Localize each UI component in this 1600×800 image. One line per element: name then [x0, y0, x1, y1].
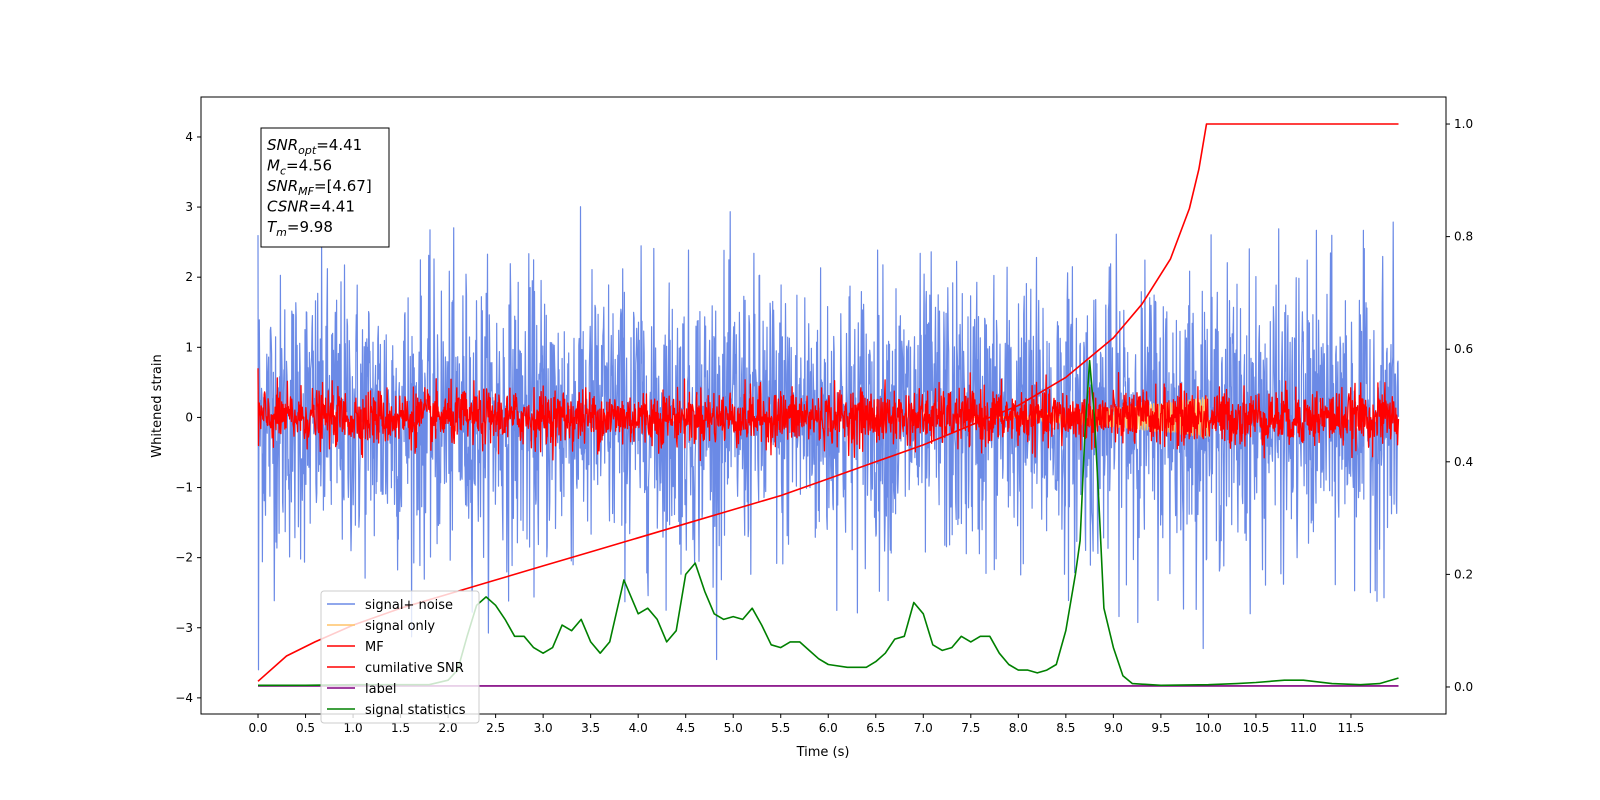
x-tick-label: 8.0 [1009, 721, 1028, 735]
x-tick-label: 9.0 [1104, 721, 1123, 735]
x-tick-label: 0.0 [248, 721, 267, 735]
axes-frame [200, 96, 1447, 715]
x-axis: 0.0 0.5 1.0 1.5 2.0 2.5 3.0 3.5 4.0 4.5 5.0 5.5 6.0 6… [248, 714, 1364, 735]
x-tick-label: 3.0 [534, 721, 553, 735]
x-tick-label: 7.5 [961, 721, 980, 735]
x-tick-label: 7.0 [914, 721, 933, 735]
x-tick-label: 1.5 [391, 721, 410, 735]
x-tick-label: 8.5 [1056, 721, 1075, 735]
annotation-line: SNRMF=[4.67] [267, 177, 372, 198]
x-tick-label: 4.0 [629, 721, 648, 735]
y2-tick-label: 0.6 [1454, 342, 1473, 356]
series-signal-statistics [258, 359, 1399, 687]
legend-label: MF [365, 640, 384, 655]
x-tick-label: 9.5 [1151, 721, 1170, 735]
annotation-line: CSNR=4.41 [267, 198, 355, 216]
y2-tick-label: 0.8 [1454, 230, 1473, 244]
y-tick-label: −4 [175, 691, 193, 705]
annotation-frame [260, 127, 390, 248]
y-tick-label: 3 [185, 200, 193, 214]
annotation-line: Mc=4.56 [267, 157, 332, 178]
x-tick-label: 6.5 [866, 721, 885, 735]
annotation-line: Tm=9.98 [267, 218, 333, 239]
y2-tick-label: 0.4 [1454, 455, 1473, 469]
legend-label: signal only [365, 619, 435, 634]
x-tick-label: 2.5 [486, 721, 505, 735]
y-tick-label: 1 [185, 340, 193, 354]
x-tick-label: 11.5 [1338, 721, 1365, 735]
x-tick-label: 1.0 [344, 721, 363, 735]
x-tick-label: 5.0 [724, 721, 743, 735]
x-tick-label: 6.0 [819, 721, 838, 735]
y-tick-label: −2 [175, 551, 193, 565]
x-tick-label: 4.5 [676, 721, 695, 735]
y2-tick-label: 0.0 [1454, 680, 1473, 694]
y-axis-right: 0.0 0.2 0.4 0.6 0.8 1.0 [1446, 117, 1473, 694]
y2-tick-label: 1.0 [1454, 117, 1473, 131]
y-tick-label: −3 [175, 621, 193, 635]
y-axis-left: −4 −3 −2 −1 0 1 2 3 4 [175, 130, 201, 705]
legend-frame [320, 590, 480, 724]
annotation-line: SNRopt=4.41 [267, 136, 362, 157]
x-tick-label: 11.0 [1290, 721, 1317, 735]
x-tick-label: 10.0 [1195, 721, 1222, 735]
x-tick-label: 5.5 [771, 721, 790, 735]
x-tick-label: 3.5 [581, 721, 600, 735]
x-axis-label: Time (s) [796, 745, 850, 760]
legend: signal+ noise signal only MF cumilative SNR… [320, 590, 480, 724]
x-tick-label: 2.0 [439, 721, 458, 735]
series-mf [257, 368, 1400, 462]
y-tick-label: 0 [185, 410, 193, 424]
y-tick-label: −1 [175, 481, 193, 495]
legend-label: signal statistics [365, 703, 466, 718]
x-tick-label: 10.5 [1243, 721, 1270, 735]
legend-label: label [365, 682, 396, 697]
legend-label: signal+ noise [365, 598, 453, 613]
y-tick-label: 2 [185, 270, 193, 284]
y-axis-label: Whitened strain [150, 354, 165, 457]
x-tick-label: 0.5 [296, 721, 315, 735]
y2-tick-label: 0.2 [1454, 567, 1473, 581]
y-tick-label: 4 [185, 130, 193, 144]
legend-label: cumilative SNR [365, 661, 464, 676]
